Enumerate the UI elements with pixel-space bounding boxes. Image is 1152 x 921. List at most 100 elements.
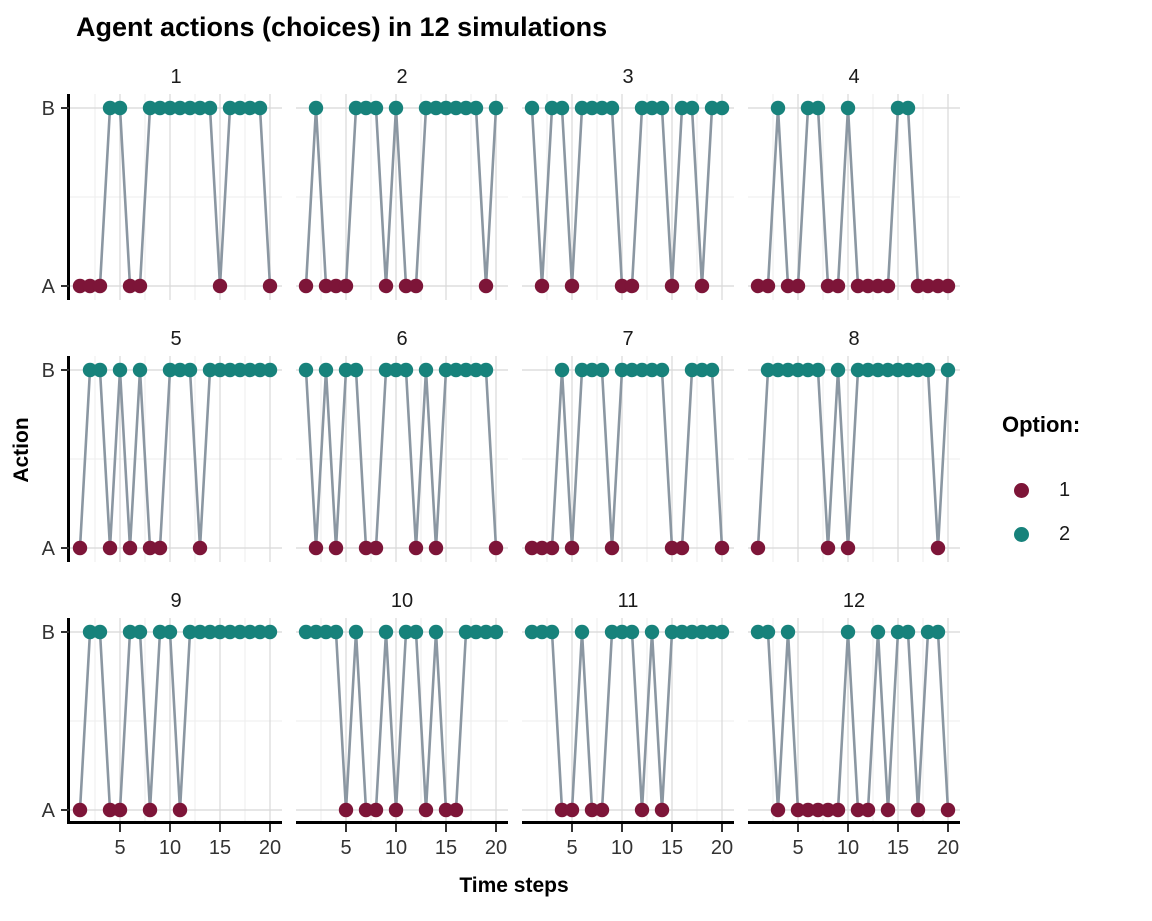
facet-panel-2 — [296, 94, 508, 300]
data-point-option-2 — [152, 624, 168, 640]
x-tick-label: 10 — [159, 837, 181, 858]
data-point-option-2 — [604, 624, 620, 640]
data-point-option-2 — [308, 100, 324, 116]
data-point-option-2 — [478, 362, 494, 378]
data-point-option-1 — [664, 278, 680, 294]
facet-10: 10 5 10 15 20 — [296, 588, 508, 858]
data-point-option-2 — [644, 624, 660, 640]
facet-label: 12 — [842, 590, 866, 612]
data-point-option-2 — [428, 624, 444, 640]
data-point-option-1 — [142, 802, 158, 818]
data-point-option-2 — [192, 100, 208, 116]
data-point-option-1 — [634, 802, 650, 818]
x-tick-label: 15 — [887, 837, 909, 858]
data-point-option-2 — [162, 624, 178, 640]
data-point-option-1 — [408, 278, 424, 294]
data-point-option-2 — [940, 362, 956, 378]
data-point-option-1 — [544, 540, 560, 556]
data-point-option-1 — [674, 540, 690, 556]
data-point-option-2 — [800, 362, 816, 378]
data-point-option-1 — [72, 278, 88, 294]
data-point-option-2 — [252, 624, 268, 640]
data-point-option-2 — [368, 100, 384, 116]
data-point-option-2 — [780, 362, 796, 378]
data-point-option-1 — [880, 802, 896, 818]
data-point-option-1 — [840, 540, 856, 556]
facet-panel-8 — [748, 356, 960, 562]
data-point-option-2 — [468, 362, 484, 378]
data-point-option-2 — [634, 362, 650, 378]
data-point-option-2 — [810, 362, 826, 378]
data-point-option-1 — [604, 540, 620, 556]
facet-panel-9: B A 5 10 15 20 — [42, 618, 282, 858]
data-point-option-2 — [298, 362, 314, 378]
x-tick-label: 15 — [435, 837, 457, 858]
data-point-option-2 — [760, 624, 776, 640]
data-point-option-2 — [880, 362, 896, 378]
data-point-option-1 — [338, 278, 354, 294]
data-point-option-1 — [72, 540, 88, 556]
data-point-option-2 — [604, 100, 620, 116]
data-point-option-2 — [910, 362, 926, 378]
x-tick-label: 5 — [114, 837, 125, 858]
legend-dot — [1014, 482, 1029, 498]
data-point-option-1 — [614, 278, 630, 294]
data-point-option-1 — [940, 278, 956, 294]
data-point-option-2 — [202, 362, 218, 378]
series-line — [306, 630, 496, 812]
data-point-option-2 — [870, 624, 886, 640]
facet-label: 5 — [170, 328, 182, 350]
y-tick-label: B — [42, 360, 55, 382]
data-point-option-2 — [544, 100, 560, 116]
series-line — [758, 630, 950, 812]
data-point-option-2 — [524, 624, 540, 640]
data-point-option-2 — [684, 100, 700, 116]
data-point-option-2 — [92, 362, 108, 378]
data-point-option-2 — [714, 100, 730, 116]
data-point-option-2 — [614, 362, 630, 378]
data-point-option-1 — [850, 802, 866, 818]
data-point-option-1 — [122, 278, 138, 294]
data-point-option-1 — [920, 278, 936, 294]
x-tick-label: 10 — [611, 837, 633, 858]
data-point-option-2 — [554, 100, 570, 116]
data-point-option-2 — [202, 624, 218, 640]
data-point-option-2 — [920, 624, 936, 640]
facet-panel-11: 5 10 15 20 — [522, 618, 734, 858]
data-point-option-2 — [182, 362, 198, 378]
facet-panel-7 — [522, 356, 734, 562]
data-point-option-2 — [890, 624, 906, 640]
facet-11: 11 5 10 15 20 — [522, 588, 734, 858]
data-point-option-2 — [930, 624, 946, 640]
data-point-option-2 — [800, 100, 816, 116]
data-point-option-2 — [242, 362, 258, 378]
data-point-option-2 — [328, 624, 344, 640]
data-point-option-1 — [860, 278, 876, 294]
data-point-option-2 — [920, 362, 936, 378]
y-tick-label: A — [42, 276, 56, 298]
data-point-option-1 — [820, 540, 836, 556]
facet-panel-5: BA — [42, 356, 282, 562]
data-point-option-2 — [704, 100, 720, 116]
data-point-option-2 — [704, 362, 720, 378]
data-point-option-2 — [584, 100, 600, 116]
data-point-option-2 — [900, 362, 916, 378]
data-point-option-2 — [488, 624, 504, 640]
data-point-option-1 — [820, 278, 836, 294]
data-point-option-2 — [644, 100, 660, 116]
data-point-option-1 — [714, 540, 730, 556]
data-point-option-1 — [554, 802, 570, 818]
data-point-option-2 — [624, 624, 640, 640]
data-point-option-1 — [810, 802, 826, 818]
legend-dot — [1014, 526, 1029, 542]
data-point-option-2 — [458, 100, 474, 116]
data-point-option-2 — [594, 100, 610, 116]
data-point-option-1 — [940, 802, 956, 818]
data-point-option-2 — [900, 624, 916, 640]
data-point-option-1 — [930, 278, 946, 294]
data-point-option-1 — [308, 540, 324, 556]
data-point-option-2 — [232, 362, 248, 378]
